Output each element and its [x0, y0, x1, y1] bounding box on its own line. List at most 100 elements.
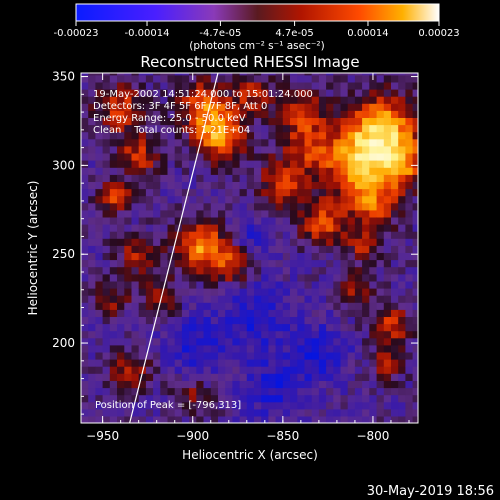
heatmap-cell	[376, 387, 385, 396]
heatmap-cell	[95, 266, 104, 275]
heatmap-cell	[232, 96, 241, 104]
heatmap-cell	[297, 302, 306, 310]
heatmap-cell	[88, 124, 96, 133]
heatmap-cell	[88, 160, 96, 168]
heatmap-cell	[275, 131, 284, 140]
heatmap-cell	[354, 302, 363, 310]
heatmap-cell	[369, 224, 378, 232]
heatmap-cell	[398, 373, 406, 381]
heatmap-cell	[138, 238, 147, 246]
heatmap-cell	[117, 266, 125, 275]
heatmap-cell	[290, 359, 298, 367]
heatmap-cell	[362, 273, 370, 282]
heatmap-cell	[412, 73, 418, 76]
heatmap-cell	[95, 408, 104, 417]
heatmap-cell	[398, 288, 406, 296]
heatmap-cell	[362, 73, 370, 76]
heatmap-cell	[326, 96, 334, 104]
heatmap-cell	[196, 117, 205, 126]
heatmap-cell	[153, 73, 161, 76]
heatmap-cell	[145, 266, 154, 275]
heatmap-cell	[225, 394, 233, 403]
heatmap-cell	[196, 401, 205, 410]
heatmap-cell	[290, 309, 298, 317]
heatmap-cell	[347, 295, 356, 303]
heatmap-cell	[326, 89, 334, 97]
heatmap-cell	[210, 245, 219, 253]
heatmap-cell	[282, 337, 291, 346]
heatmap-cell	[210, 181, 219, 190]
heatmap-cell	[232, 131, 241, 140]
heatmap-cell	[362, 266, 370, 275]
heatmap-cell	[333, 273, 342, 282]
heatmap-cell	[412, 224, 418, 232]
heatmap-cell	[362, 330, 370, 339]
heatmap-cell	[333, 394, 342, 403]
heatmap-cell	[181, 160, 190, 168]
heatmap-cell	[239, 266, 248, 275]
heatmap-cell	[362, 245, 370, 253]
heatmap-cell	[275, 344, 284, 353]
heatmap-cell	[225, 110, 233, 118]
heatmap-cell	[340, 280, 349, 289]
heatmap-cell	[239, 89, 248, 97]
heatmap-cell	[391, 202, 399, 211]
heatmap-cell	[239, 309, 248, 317]
heatmap-cell	[117, 188, 125, 197]
heatmap-cell	[109, 174, 118, 182]
heatmap-cell	[239, 181, 248, 190]
heatmap-cell	[391, 316, 399, 325]
heatmap-cell	[232, 366, 241, 374]
heatmap-cell	[131, 373, 140, 381]
heatmap-cell	[124, 323, 133, 332]
heatmap-cell	[290, 337, 298, 346]
heatmap-cell	[369, 103, 378, 111]
heatmap-cell	[239, 174, 248, 182]
heatmap-cell	[304, 73, 313, 76]
heatmap-cell	[369, 131, 378, 140]
heatmap-cell	[210, 351, 219, 360]
heatmap-cell	[275, 181, 284, 190]
heatmap-cell	[354, 351, 363, 360]
heatmap-cell	[232, 401, 241, 410]
heatmap-cell	[398, 216, 406, 225]
heatmap-cell	[203, 373, 212, 381]
heatmap-cell	[398, 131, 406, 140]
heatmap-cell	[254, 273, 262, 282]
heatmap-cell	[218, 401, 226, 410]
heatmap-cell	[391, 145, 399, 154]
heatmap-cell	[369, 195, 378, 204]
heatmap-cell	[318, 273, 327, 282]
heatmap-cell	[405, 245, 414, 253]
heatmap-cell	[311, 259, 320, 268]
heatmap-cell	[304, 89, 313, 97]
heatmap-cell	[261, 387, 269, 396]
heatmap-cell	[261, 202, 269, 211]
heatmap-cell	[167, 280, 176, 289]
heatmap-cell	[232, 231, 241, 239]
annotation-time-range: 19-May-2002 14:51:24.000 to 15:01:24.000	[93, 89, 313, 100]
heatmap-cell	[268, 380, 277, 389]
heatmap-cell	[412, 415, 418, 423]
heatmap-cell	[153, 295, 161, 303]
heatmap-cell	[369, 302, 378, 310]
heatmap-cell	[369, 245, 378, 253]
heatmap-cell	[174, 266, 183, 275]
heatmap-cell	[268, 337, 277, 346]
heatmap-cell	[102, 174, 111, 182]
heatmap-cell	[297, 259, 306, 268]
heatmap-cell	[81, 202, 89, 211]
heatmap-cell	[354, 188, 363, 197]
heatmap-cell	[290, 124, 298, 133]
heatmap-cell	[391, 231, 399, 239]
solar-limb-line	[129, 73, 219, 423]
heatmap-cell	[347, 266, 356, 275]
heatmap-cell	[311, 408, 320, 417]
heatmap-cell	[167, 344, 176, 353]
heatmap-cell	[304, 160, 313, 168]
heatmap-cell	[405, 387, 414, 396]
heatmap-cell	[131, 401, 140, 410]
heatmap-cell	[311, 110, 320, 118]
heatmap-cell	[138, 344, 147, 353]
heatmap-cell	[189, 209, 197, 218]
